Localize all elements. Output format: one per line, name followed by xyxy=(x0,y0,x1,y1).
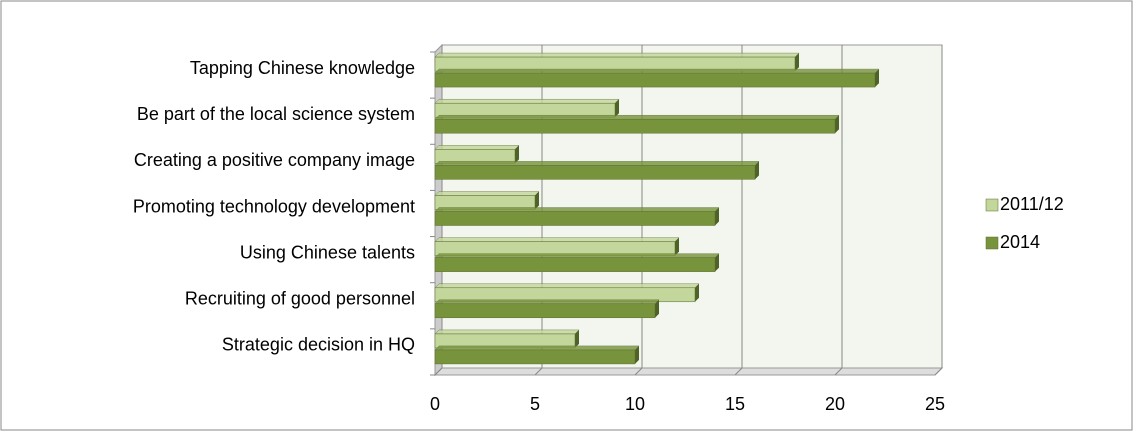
y-tick-label: Using Chinese talents xyxy=(240,242,415,262)
y-tick-label: Creating a positive company image xyxy=(134,150,415,170)
bar-top xyxy=(434,191,540,196)
y-tick-label: Be part of the local science system xyxy=(137,104,415,124)
bar-side xyxy=(675,237,679,256)
floor xyxy=(433,367,944,376)
bar-side xyxy=(515,145,519,164)
bar xyxy=(434,257,716,272)
bar-side xyxy=(795,53,799,72)
bar-top xyxy=(434,253,720,258)
bar-top xyxy=(434,345,640,351)
bar-side xyxy=(875,69,879,88)
x-tick-label: 20 xyxy=(825,394,845,414)
bar-top xyxy=(434,299,660,305)
bar xyxy=(434,303,656,319)
bar-top xyxy=(434,207,720,212)
bar-side xyxy=(575,329,579,348)
bar-side xyxy=(715,253,719,272)
x-tick xyxy=(434,367,443,376)
bar xyxy=(434,118,836,134)
x-tick-label: 10 xyxy=(625,394,645,414)
bar-top xyxy=(434,98,620,104)
y-tick-label: Recruiting of good personnel xyxy=(185,289,415,309)
bar-top xyxy=(434,283,700,289)
y-tick-label: Strategic decision in HQ xyxy=(222,335,415,355)
x-tick xyxy=(834,367,843,376)
bar-side xyxy=(635,345,639,364)
x-tick xyxy=(534,367,543,376)
y-tick-label: Tapping Chinese knowledge xyxy=(190,58,415,78)
bar-side xyxy=(615,99,619,118)
legend-label: 2014 xyxy=(1000,232,1040,252)
bar-top xyxy=(434,329,580,335)
bar xyxy=(434,165,756,180)
bar-side xyxy=(655,299,659,318)
bar xyxy=(434,211,716,226)
x-tick-label: 15 xyxy=(725,394,745,414)
bar xyxy=(434,349,636,365)
x-tick xyxy=(634,367,643,376)
x-tick-label: 25 xyxy=(925,394,945,414)
legend-swatch xyxy=(985,236,999,250)
x-tick xyxy=(934,367,943,376)
bar-side xyxy=(755,161,759,180)
bar-top xyxy=(434,237,680,242)
bar-side xyxy=(835,115,839,134)
bar-top xyxy=(434,52,800,58)
y-tick-label: Promoting technology development xyxy=(133,196,415,216)
bar-top xyxy=(434,161,760,166)
legend-label: 2011/12 xyxy=(1000,194,1064,214)
x-tick-label: 0 xyxy=(430,394,440,414)
x-tick-label: 5 xyxy=(530,394,540,414)
bar-top xyxy=(434,145,520,150)
x-tick xyxy=(734,367,743,376)
bar-side xyxy=(535,191,539,210)
bar-top xyxy=(434,68,880,74)
bar-top xyxy=(434,114,840,120)
bar xyxy=(434,72,876,88)
bar-side xyxy=(695,283,699,302)
legend-swatch xyxy=(985,198,999,212)
bar-side xyxy=(715,207,719,226)
